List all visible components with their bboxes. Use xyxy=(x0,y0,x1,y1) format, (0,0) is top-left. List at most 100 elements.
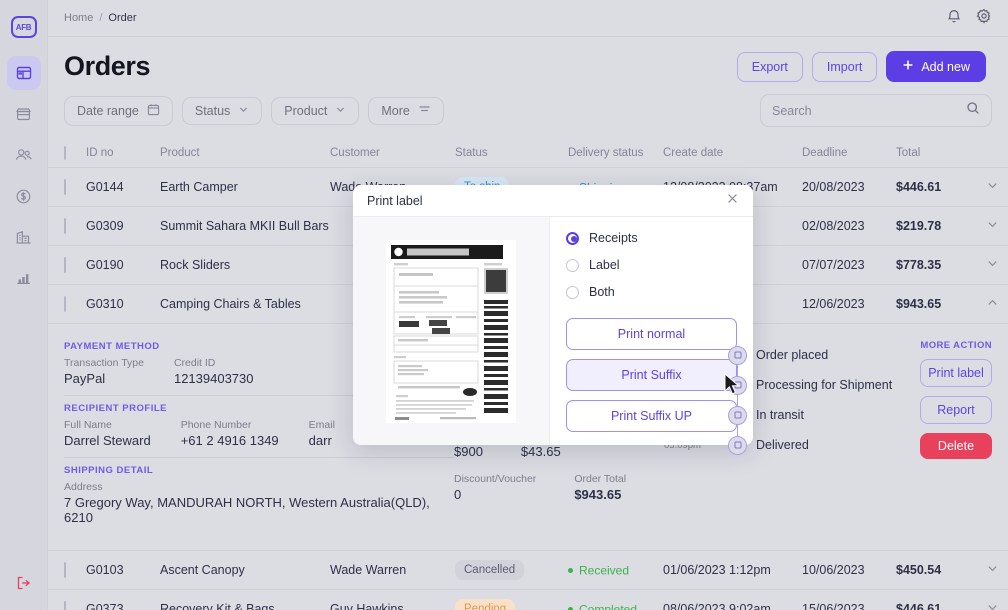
modal-title: Print label xyxy=(367,193,423,208)
full-name-label: Full Name xyxy=(64,419,112,431)
chevron-down-icon xyxy=(238,104,249,118)
row-select-cell xyxy=(64,562,86,578)
cell-total: $446.61 xyxy=(896,180,942,194)
page-header: Orders Export Import Add new xyxy=(48,37,1008,82)
sidebar-item-customers[interactable] xyxy=(7,138,41,172)
gear-icon[interactable] xyxy=(976,8,992,29)
table-row[interactable]: G0103 Ascent Canopy Wade Warren Cancelle… xyxy=(48,551,1008,590)
discount-value: 0 xyxy=(454,487,462,502)
col-deadline: Deadline xyxy=(802,146,848,159)
logout-icon xyxy=(15,576,32,595)
cell-id: G0373 xyxy=(86,602,124,610)
sidebar-item-store[interactable] xyxy=(7,97,41,131)
row-expand-toggle[interactable] xyxy=(986,218,999,234)
timeline-step: Order placed xyxy=(728,340,892,370)
cell-total: $446.61 xyxy=(896,602,942,610)
detail-left-column: PAYMENT METHOD Transaction Type PayPal C… xyxy=(64,334,454,534)
filter-more[interactable]: More xyxy=(368,96,444,125)
print-suffix-button[interactable]: Print Suffix xyxy=(566,359,737,391)
row-checkbox[interactable] xyxy=(64,257,66,273)
col-id: ID no xyxy=(86,146,114,159)
cell-total: $219.78 xyxy=(896,219,942,233)
page-title: Orders xyxy=(64,51,151,81)
select-all-checkbox[interactable] xyxy=(64,145,66,160)
mouse-cursor xyxy=(724,372,742,402)
cell-product: Summit Sahara MKII Bull Bars xyxy=(160,219,329,233)
timeline-step-label: Order placed xyxy=(756,348,829,362)
cell-status: Cancelled xyxy=(455,560,568,580)
row-expand-toggle[interactable] xyxy=(986,296,999,312)
report-button[interactable]: Report xyxy=(920,396,992,424)
search-icon[interactable] xyxy=(966,101,980,120)
order-total-label: Order Total xyxy=(574,473,627,485)
filter-status-label: Status xyxy=(194,103,231,118)
add-new-label: Add new xyxy=(921,59,970,74)
delete-button[interactable]: Delete xyxy=(920,433,992,459)
col-customer: Customer xyxy=(330,146,380,159)
timeline-step: Delivered xyxy=(728,430,892,460)
delivery-status-label: Completed xyxy=(579,602,638,610)
radio-option-both[interactable]: Both xyxy=(566,285,737,299)
filter-product[interactable]: Product xyxy=(271,96,360,125)
modal-header: Print label xyxy=(353,185,753,217)
row-expand-toggle[interactable] xyxy=(986,179,999,195)
filter-date-range[interactable]: Date range xyxy=(64,95,173,126)
cell-total: $778.35 xyxy=(896,258,942,272)
row-checkbox[interactable] xyxy=(64,296,66,312)
radio-button[interactable] xyxy=(566,231,579,245)
row-expand-toggle[interactable] xyxy=(986,257,999,273)
cell-id: G0309 xyxy=(86,219,124,233)
search-input[interactable] xyxy=(772,103,960,118)
cell-total: $943.65 xyxy=(896,297,942,311)
row-checkbox[interactable] xyxy=(64,601,66,610)
topbar-actions xyxy=(946,8,992,29)
add-new-button[interactable]: Add new xyxy=(886,51,986,82)
email-value: darr xyxy=(308,433,332,448)
transaction-type-field: Transaction Type PayPal xyxy=(64,357,144,386)
select-all-cell xyxy=(64,145,86,160)
print-label-button[interactable]: Print label xyxy=(920,359,992,387)
bell-icon[interactable] xyxy=(946,8,962,29)
row-checkbox[interactable] xyxy=(64,179,66,195)
print-type-radio-group: Receipts Label Both xyxy=(566,231,737,312)
row-checkbox[interactable] xyxy=(64,218,66,234)
sidebar-item-finance[interactable] xyxy=(7,179,41,213)
table-header-row: ID no Product Customer Status Delivery s… xyxy=(48,138,1008,168)
cell-product: Ascent Canopy xyxy=(160,563,245,577)
shipping-detail-title: SHIPPING DETAIL xyxy=(64,465,154,476)
row-checkbox[interactable] xyxy=(64,562,66,578)
sidebar-item-dashboard[interactable] xyxy=(6,56,41,90)
row-expand-toggle[interactable] xyxy=(986,562,999,578)
row-expand-toggle[interactable] xyxy=(986,601,999,610)
sidebar-item-company[interactable] xyxy=(7,220,41,254)
logout-button[interactable] xyxy=(15,575,32,596)
full-name-value: Darrel Steward xyxy=(64,433,151,448)
subtotal-field: $900 xyxy=(454,444,483,459)
filter-product-label: Product xyxy=(284,103,328,118)
filter-status[interactable]: Status xyxy=(181,96,263,125)
radio-option-label[interactable]: Label xyxy=(566,258,737,272)
cell-product: Camping Chairs & Tables xyxy=(160,297,301,311)
radio-button[interactable] xyxy=(566,285,579,299)
radio-option-receipts[interactable]: Receipts xyxy=(566,231,737,245)
print-suffix-up-button[interactable]: Print Suffix UP xyxy=(566,400,737,432)
radio-button[interactable] xyxy=(566,258,579,272)
filter-lines-icon xyxy=(418,104,431,118)
breadcrumb-order[interactable]: Order xyxy=(108,12,137,24)
sidebar-item-analytics[interactable] xyxy=(7,261,41,295)
phone-field: Phone Number +61 2 4916 1349 xyxy=(181,419,279,448)
print-normal-button[interactable]: Print normal xyxy=(566,318,737,350)
export-button[interactable]: Export xyxy=(736,51,803,82)
cell-deadline: 20/08/2023 xyxy=(802,180,865,194)
import-button[interactable]: Import xyxy=(811,51,878,82)
search-box[interactable] xyxy=(760,94,992,127)
cell-product: Recovery Kit & Bags xyxy=(160,602,275,610)
cell-status: Pending xyxy=(455,599,568,610)
close-icon[interactable] xyxy=(726,192,739,210)
cell-deadline: 12/06/2023 xyxy=(802,297,865,311)
app-logo[interactable]: AFB xyxy=(10,16,37,38)
table-row[interactable]: G0373 Recovery Kit & Bags Guy Hawkins Pe… xyxy=(48,590,1008,610)
breadcrumb-home[interactable]: Home xyxy=(64,12,94,24)
cell-product: Rock Sliders xyxy=(160,258,231,272)
col-total: Total xyxy=(896,146,921,159)
